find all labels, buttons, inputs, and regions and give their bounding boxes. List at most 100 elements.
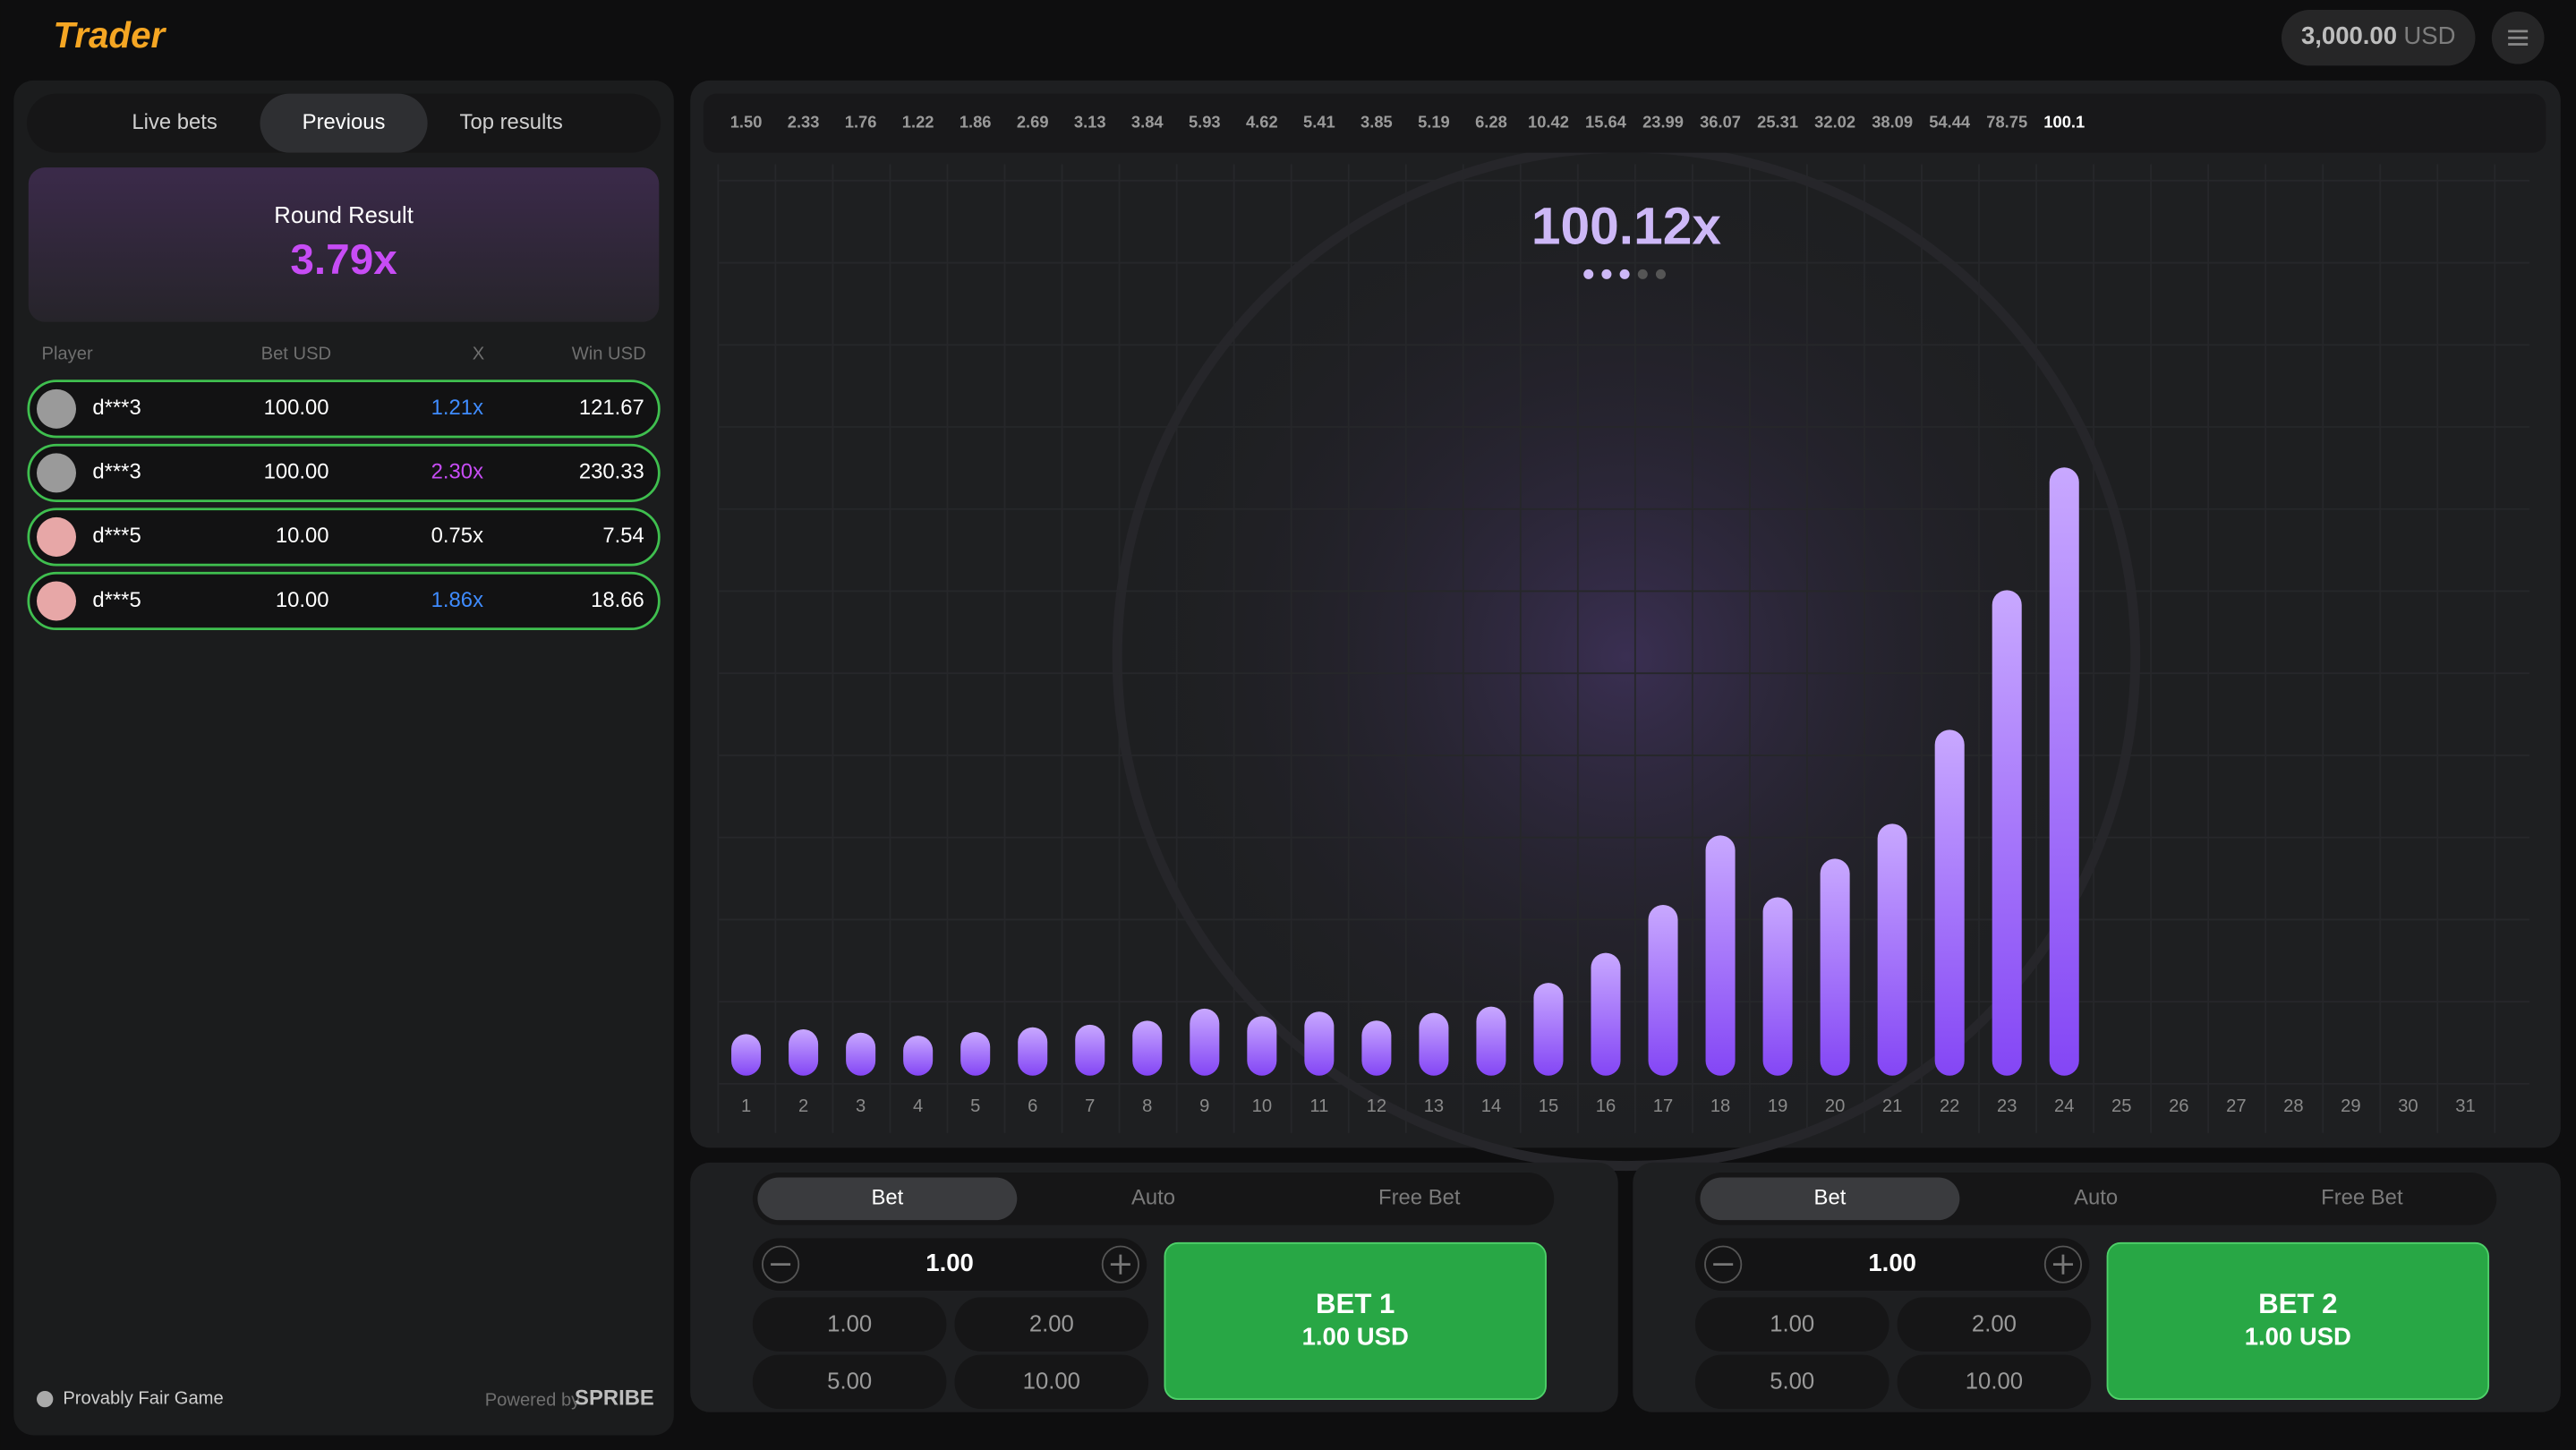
bar bbox=[789, 1029, 819, 1076]
amount-field bbox=[1694, 1238, 2090, 1292]
bar bbox=[1075, 1024, 1105, 1076]
plus-button[interactable] bbox=[1101, 1245, 1139, 1284]
bar bbox=[1648, 904, 1678, 1076]
quick-amount: 10.00 bbox=[1023, 1369, 1080, 1395]
round-result: 3.79x bbox=[290, 236, 397, 284]
history-value: 3.84 bbox=[1131, 112, 1164, 131]
bar bbox=[1533, 983, 1564, 1076]
current-multiplier: 100.12x bbox=[1531, 197, 1722, 255]
tab: Live bets bbox=[132, 110, 218, 134]
multiplier: 2.30x bbox=[431, 460, 483, 484]
tab: Top results bbox=[460, 110, 563, 134]
balance: 3,000.00 USD bbox=[2301, 21, 2455, 49]
bar bbox=[1190, 1008, 1220, 1076]
player: d***5 bbox=[92, 524, 141, 548]
round-number: 17 bbox=[1653, 1096, 1673, 1116]
bar bbox=[1934, 729, 1965, 1076]
bar bbox=[960, 1032, 991, 1076]
bar bbox=[1361, 1020, 1392, 1076]
quick-amount-button[interactable] bbox=[1897, 1297, 2092, 1352]
column-header: X bbox=[473, 345, 485, 364]
quick-amount-button[interactable] bbox=[1694, 1297, 1889, 1352]
round-number: 5 bbox=[970, 1096, 980, 1116]
quick-amount: 5.00 bbox=[827, 1369, 872, 1395]
player: d***3 bbox=[92, 396, 141, 420]
bet: 10.00 bbox=[276, 588, 329, 612]
history-value: 4.62 bbox=[1246, 112, 1278, 131]
avatar bbox=[36, 516, 77, 557]
bet-tab: Bet bbox=[871, 1186, 903, 1210]
round-number: 18 bbox=[1710, 1096, 1730, 1116]
column-header: Bet USD bbox=[261, 345, 331, 364]
history-value: 1.22 bbox=[902, 112, 934, 131]
provably-fair: Provably Fair Game bbox=[63, 1388, 223, 1408]
column-header: Win USD bbox=[572, 345, 646, 364]
quick-amount: 1.00 bbox=[827, 1311, 872, 1336]
quick-amount: 5.00 bbox=[1770, 1369, 1814, 1395]
bet-row bbox=[27, 380, 661, 439]
minus-button[interactable] bbox=[761, 1245, 800, 1284]
round-number: 13 bbox=[1424, 1096, 1444, 1116]
avatar bbox=[36, 388, 77, 429]
quick-amount-button[interactable] bbox=[1897, 1354, 2092, 1410]
multiplier: 1.21x bbox=[431, 396, 483, 420]
player: d***5 bbox=[92, 588, 141, 612]
quick-amount: 1.00 bbox=[1770, 1311, 1814, 1336]
history-value: 3.13 bbox=[1074, 112, 1106, 131]
round-number: 20 bbox=[1825, 1096, 1845, 1116]
bar bbox=[1762, 897, 1793, 1076]
bet-button[interactable] bbox=[2106, 1241, 2490, 1401]
win: 230.33 bbox=[579, 460, 644, 484]
history-value: 1.76 bbox=[845, 112, 877, 131]
round-number: 7 bbox=[1085, 1096, 1095, 1116]
plus-button[interactable] bbox=[2043, 1245, 2083, 1284]
bet-tab-active bbox=[1700, 1177, 1960, 1221]
round-number: 27 bbox=[2226, 1096, 2246, 1116]
bet-button-label: BET 1 bbox=[1316, 1288, 1395, 1319]
round-number: 25 bbox=[2111, 1096, 2131, 1116]
history-value: 38.09 bbox=[1872, 112, 1913, 131]
bar bbox=[1132, 1020, 1163, 1076]
round-number: 4 bbox=[913, 1096, 923, 1116]
history-value: 25.31 bbox=[1757, 112, 1798, 131]
bet-row bbox=[27, 443, 661, 502]
history-strip bbox=[703, 93, 2546, 153]
player: d***3 bbox=[92, 460, 141, 484]
dot bbox=[1619, 269, 1630, 279]
amount-field bbox=[752, 1238, 1147, 1292]
win: 18.66 bbox=[591, 588, 644, 612]
bar bbox=[2049, 467, 2079, 1076]
quick-amount: 10.00 bbox=[1966, 1369, 2023, 1395]
history-value: 6.28 bbox=[1475, 112, 1507, 131]
round-number: 24 bbox=[2054, 1096, 2074, 1116]
quick-amount-button[interactable] bbox=[752, 1297, 947, 1352]
bar bbox=[1992, 590, 2022, 1076]
bet-tab: Bet bbox=[1814, 1186, 1847, 1210]
bet-button-amount: 1.00 USD bbox=[1302, 1323, 1409, 1351]
history-value: 54.44 bbox=[1929, 112, 1971, 131]
round-number: 11 bbox=[1309, 1096, 1328, 1116]
multiplier: 0.75x bbox=[431, 524, 483, 548]
bet-row bbox=[27, 508, 661, 567]
multiplier: 1.86x bbox=[431, 588, 483, 612]
bet: 100.00 bbox=[264, 460, 329, 484]
bar bbox=[1820, 858, 1850, 1076]
amount: 1.00 bbox=[1868, 1249, 1916, 1276]
round-number: 9 bbox=[1199, 1096, 1209, 1116]
history-value: 10.42 bbox=[1528, 112, 1569, 131]
bet-button[interactable] bbox=[1164, 1241, 1547, 1401]
quick-amount-button[interactable] bbox=[954, 1354, 1149, 1410]
quick-amount-button[interactable] bbox=[1694, 1354, 1889, 1410]
quick-amount-button[interactable] bbox=[954, 1297, 1149, 1352]
round-number: 15 bbox=[1539, 1096, 1558, 1116]
quick-amount-button[interactable] bbox=[752, 1354, 947, 1410]
round-result-box bbox=[28, 167, 660, 322]
round-number: 10 bbox=[1252, 1096, 1272, 1116]
avatar bbox=[36, 581, 77, 621]
minus-button[interactable] bbox=[1704, 1245, 1743, 1284]
bet: 100.00 bbox=[264, 396, 329, 420]
plus-icon bbox=[1110, 1254, 1130, 1275]
bar bbox=[903, 1036, 934, 1076]
bet-tab: Auto bbox=[1131, 1186, 1175, 1210]
